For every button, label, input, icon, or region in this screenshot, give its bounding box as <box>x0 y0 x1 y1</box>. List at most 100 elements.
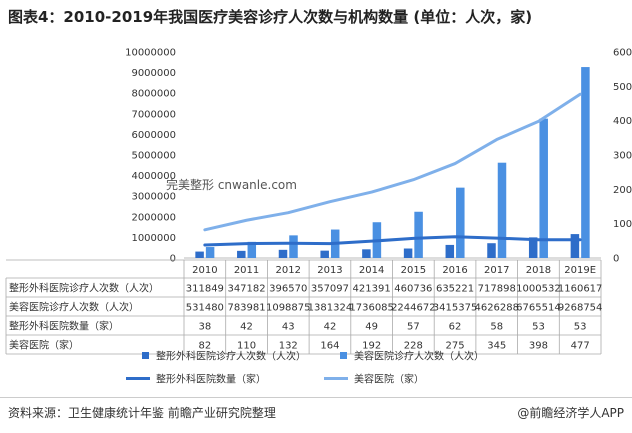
footer-divider <box>0 397 632 398</box>
data-label: 57 <box>407 322 420 333</box>
data-label: 110 <box>237 341 256 352</box>
right-axis-tick-label: 400 <box>613 116 632 127</box>
data-label: 717898 <box>478 284 516 295</box>
line-beauty-hospital-count <box>203 92 582 232</box>
category-label: 2016 <box>442 265 467 276</box>
watermark-text: 完美整形 cnwanle.com <box>166 178 297 192</box>
category-label: 2011 <box>234 265 259 276</box>
right-axis-tick-label: 300 <box>613 151 632 162</box>
right-axis-tick-label: 100 <box>613 219 632 230</box>
data-label: 9268754 <box>558 303 603 314</box>
bar-plastic-surgery-visits <box>362 249 371 258</box>
data-label: 49 <box>365 322 378 333</box>
data-label: 311849 <box>186 284 224 295</box>
data-label: 1000532 <box>516 284 561 295</box>
left-axis-tick-label: 7000000 <box>131 109 176 120</box>
data-label: 421391 <box>353 284 391 295</box>
data-label: 53 <box>532 322 545 333</box>
legend-label: 整形外科医院数量（家） <box>156 373 266 386</box>
left-axis-tick-label: 9000000 <box>131 68 176 79</box>
left-axis-tick-label: 3000000 <box>131 192 176 203</box>
bar-plastic-surgery-visits <box>278 249 288 258</box>
bar-beauty-hospital-visits <box>205 247 215 258</box>
category-label: 2010 <box>192 265 217 276</box>
data-label: 42 <box>324 322 337 333</box>
data-label: 53 <box>574 322 587 333</box>
category-label: 2018 <box>526 265 551 276</box>
left-axis-tick-label: 5000000 <box>131 151 176 162</box>
bar-plastic-surgery-visits <box>487 243 496 258</box>
category-label: 2013 <box>317 265 342 276</box>
category-label: 2014 <box>359 265 384 276</box>
bar-beauty-hospital-visits <box>289 235 298 258</box>
category-label: 2012 <box>276 265 301 276</box>
data-label: 357097 <box>311 284 349 295</box>
legend-label: 美容医院（家） <box>354 373 424 386</box>
data-label: 2244672 <box>391 303 436 314</box>
data-label: 477 <box>571 341 590 352</box>
data-label: 398 <box>529 341 548 352</box>
data-label: 6765514 <box>516 303 561 314</box>
data-label: 460736 <box>394 284 432 295</box>
data-label: 82 <box>198 341 211 352</box>
data-label: 1736085 <box>349 303 394 314</box>
line-plastic-surgery-hospital-count <box>203 235 582 247</box>
data-label: 62 <box>449 322 462 333</box>
bar-beauty-hospital-visits <box>497 162 507 258</box>
data-label: 396570 <box>269 284 307 295</box>
bar-plastic-surgery-visits <box>237 250 246 258</box>
data-label: 1098875 <box>266 303 311 314</box>
left-axis-tick-label: 10000000 <box>125 48 176 59</box>
brand-note: @前瞻经济学人APP <box>517 406 624 420</box>
right-axis-tick-label: 0 <box>613 254 619 265</box>
data-label: 192 <box>362 341 381 352</box>
data-label: 4626288 <box>474 303 519 314</box>
data-label: 1381324 <box>308 303 353 314</box>
data-label: 38 <box>198 322 211 333</box>
left-axis-tick-label: 0 <box>170 254 176 265</box>
category-label: 2015 <box>401 265 426 276</box>
chart-title: 图表4：2010-2019年我国医疗美容诊疗人次数与机构数量 (单位：人次，家) <box>8 8 533 26</box>
bar-plastic-surgery-visits <box>320 250 329 258</box>
legend-swatch <box>340 352 347 359</box>
series-row-label: 整形外科医院诊疗人次数（人次） <box>9 282 159 295</box>
category-label: 2019E <box>564 265 596 276</box>
source-note: 资料来源：卫生健康统计年鉴 前瞻产业研究院整理 <box>8 406 276 420</box>
data-label: 164 <box>320 341 339 352</box>
data-label: 228 <box>404 341 423 352</box>
bar-beauty-hospital-visits <box>539 118 548 259</box>
data-label: 43 <box>282 322 295 333</box>
data-label: 275 <box>446 341 465 352</box>
bar-beauty-hospital-visits <box>414 211 423 258</box>
series-row-label: 整形外科医院数量（家） <box>9 320 119 333</box>
data-label: 1160617 <box>558 284 603 295</box>
bar-beauty-hospital-visits <box>247 241 257 258</box>
data-label: 783981 <box>227 303 265 314</box>
legend-label: 整形外科医院诊疗人次数（人次） <box>156 350 306 363</box>
right-axis-tick-label: 600 <box>613 48 632 59</box>
data-label: 132 <box>279 341 298 352</box>
left-axis-tick-label: 2000000 <box>131 212 176 223</box>
right-axis-tick-label: 500 <box>613 82 632 93</box>
series-row-label: 美容医院诊疗人次数（人次） <box>9 301 139 314</box>
bar-plastic-surgery-visits <box>570 234 580 258</box>
data-label: 58 <box>490 322 503 333</box>
left-axis-tick-label: 4000000 <box>131 171 176 182</box>
bar-plastic-surgery-visits <box>403 248 413 258</box>
bar-beauty-hospital-visits <box>456 187 465 258</box>
left-axis-tick-label: 6000000 <box>131 130 176 141</box>
data-label: 3415375 <box>433 303 478 314</box>
data-label: 345 <box>487 341 506 352</box>
data-label: 42 <box>240 322 253 333</box>
category-label: 2017 <box>484 265 509 276</box>
data-label: 347182 <box>227 284 265 295</box>
data-label: 531480 <box>186 303 224 314</box>
bar-plastic-surgery-visits <box>195 251 204 258</box>
data-label: 635221 <box>436 284 474 295</box>
bar-plastic-surgery-visits <box>528 237 538 258</box>
left-axis-tick-label: 8000000 <box>131 89 176 100</box>
left-axis-tick-label: 1000000 <box>131 233 176 244</box>
right-axis-tick-label: 200 <box>613 185 632 196</box>
series-row-label: 美容医院（家） <box>9 339 79 352</box>
